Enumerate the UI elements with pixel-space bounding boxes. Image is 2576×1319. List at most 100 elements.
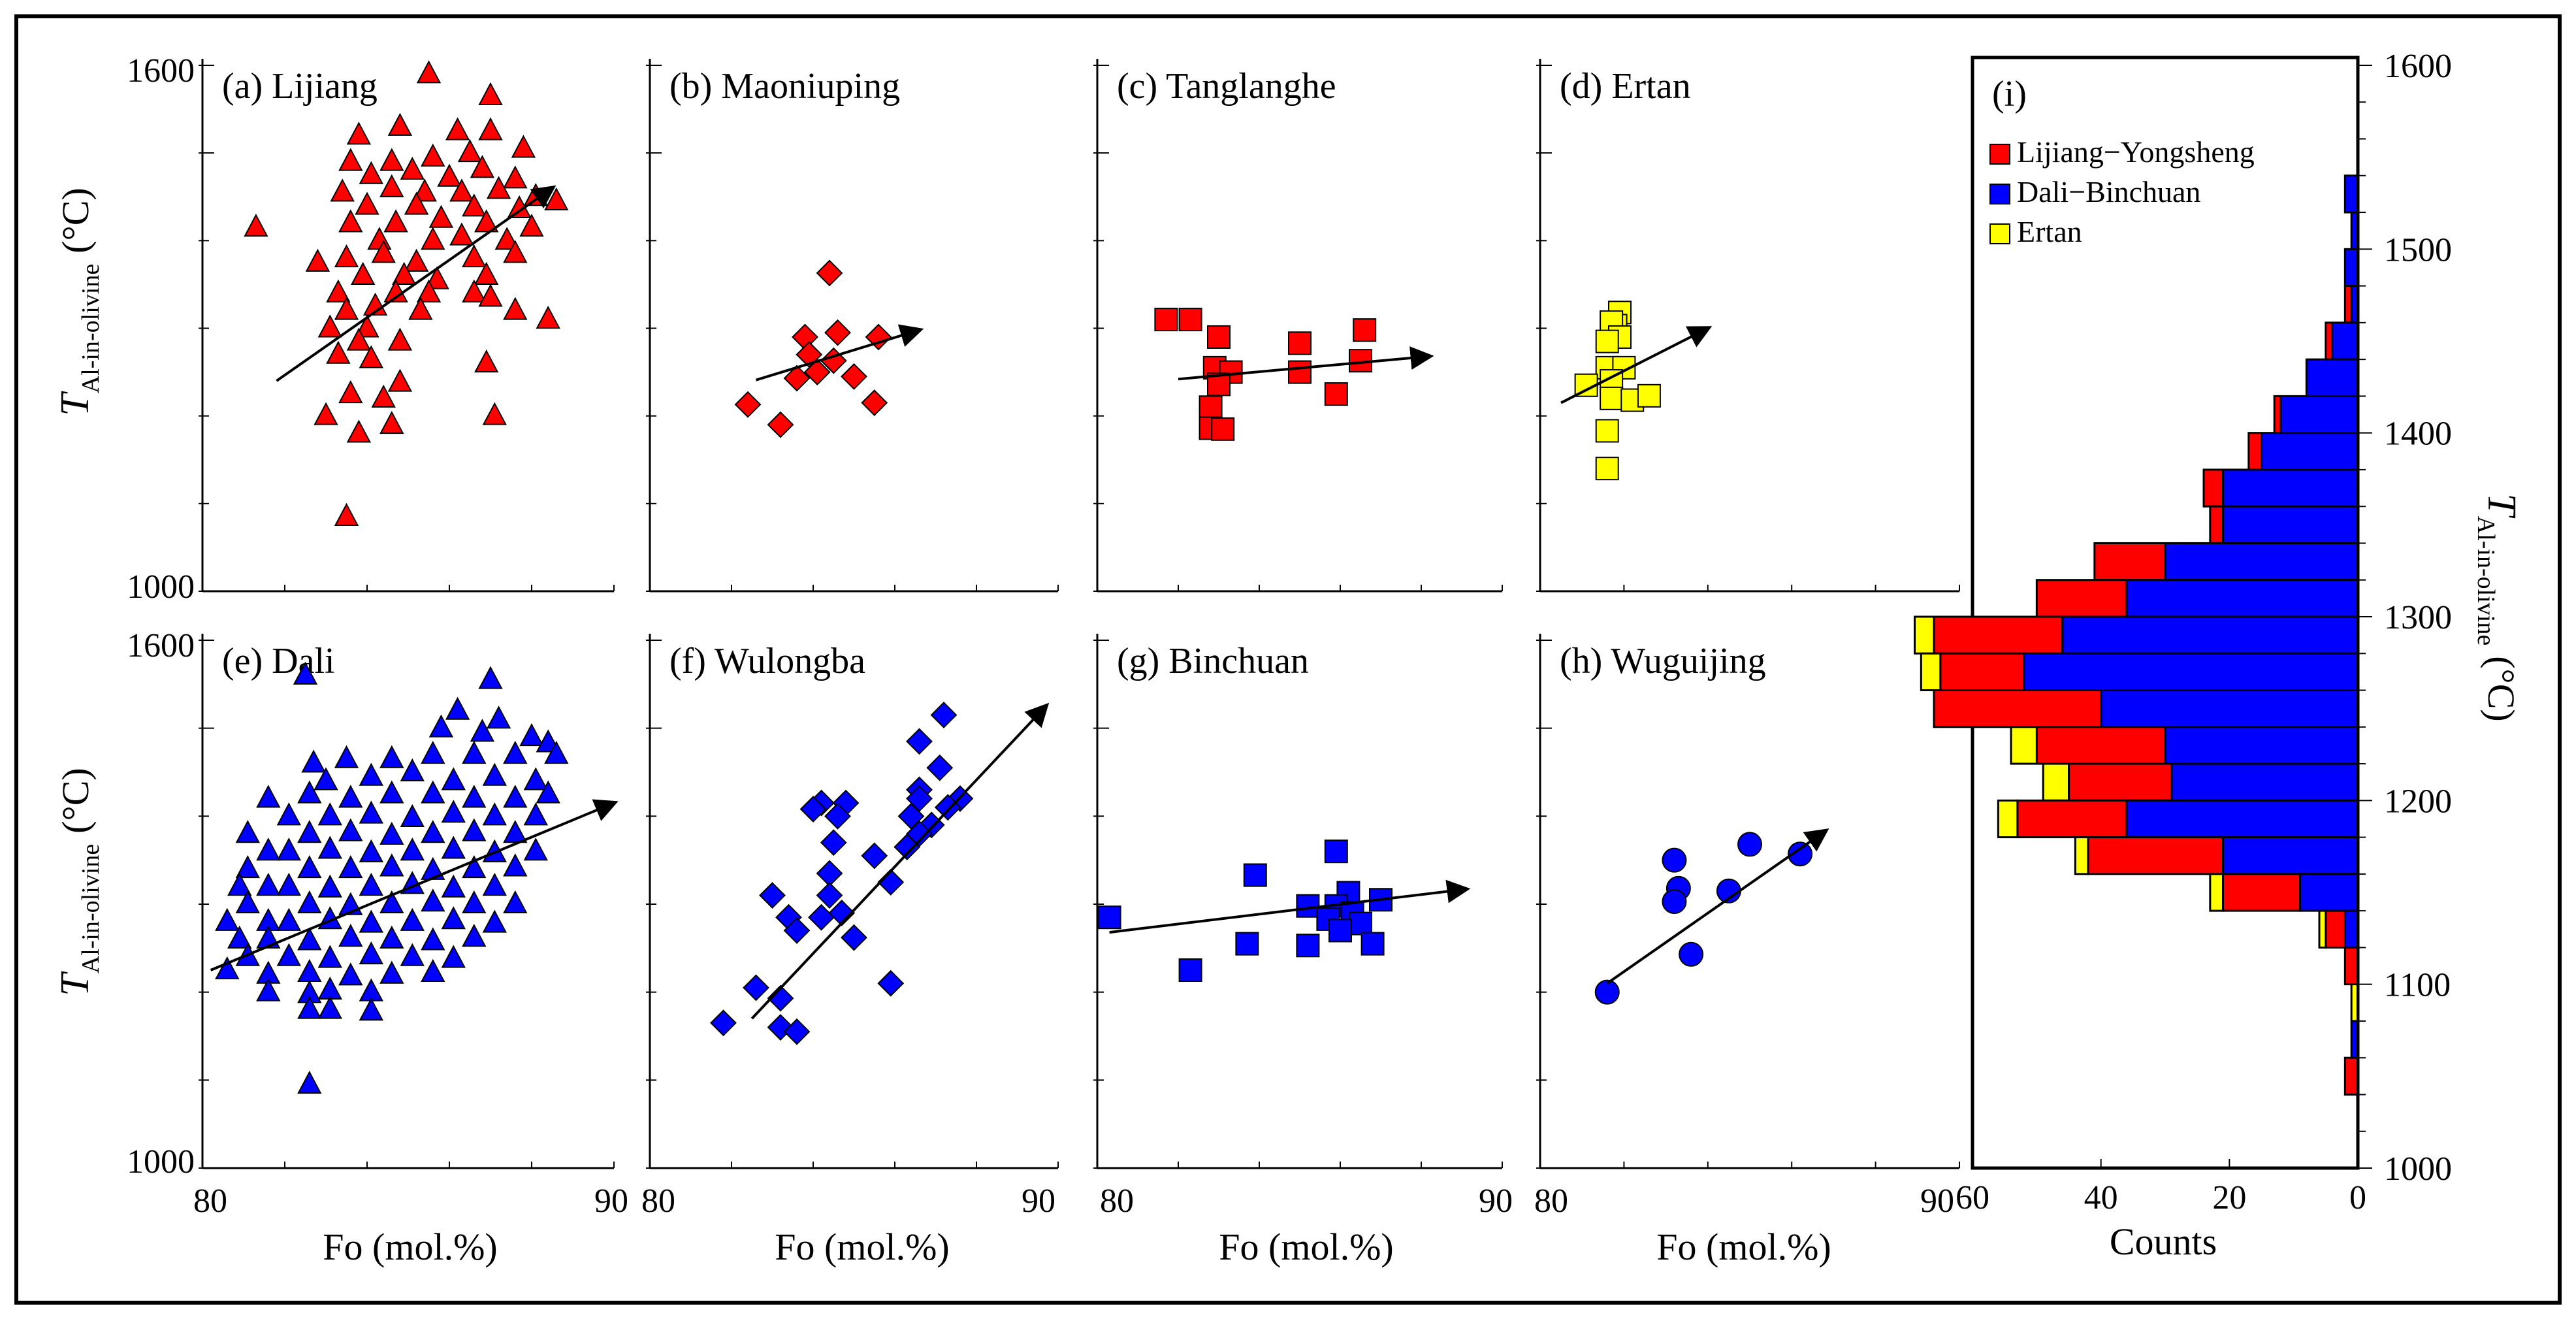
- data-point: [861, 842, 888, 870]
- histogram-title: (i): [1992, 74, 2027, 114]
- panel-title: (c) Tanglanghe: [1117, 66, 1336, 106]
- data-point: [293, 661, 318, 685]
- data-point: [359, 909, 383, 933]
- data-point: [359, 161, 383, 184]
- panel-f-wulongba: (f) Wulongba: [646, 634, 1059, 1169]
- histogram-bar: [2261, 432, 2359, 471]
- data-point: [421, 927, 445, 951]
- data-point: [428, 204, 454, 228]
- legend-label-lijiang: Lijiang−Yongsheng: [2017, 135, 2255, 169]
- data-point: [820, 829, 847, 856]
- data-point: [441, 945, 466, 968]
- histogram-y-tick-label: 1200: [2384, 783, 2452, 820]
- data-point: [276, 872, 301, 896]
- data-point: [930, 702, 958, 728]
- data-point: [1207, 325, 1231, 349]
- histogram-bar: [2343, 248, 2359, 287]
- histogram-bar: [2035, 726, 2166, 765]
- y-label-sub: Al-in-olivine: [77, 844, 105, 973]
- panel-i-histogram: (i) Lijiang−Yongsheng Dali−Binchuan Erta…: [1914, 48, 2524, 1263]
- data-point: [256, 978, 281, 1001]
- data-point: [503, 297, 528, 320]
- data-point: [338, 924, 363, 947]
- data-point: [536, 305, 560, 329]
- y-axis-label-bottom: TAl-in-olivine (°C): [53, 768, 105, 996]
- data-point: [256, 838, 281, 861]
- data-point: [486, 176, 511, 199]
- data-point: [494, 227, 519, 250]
- data-point: [317, 836, 342, 859]
- histogram-bar: [2247, 432, 2262, 471]
- data-point: [297, 820, 322, 843]
- histogram-y-tick-label: 1600: [2384, 48, 2452, 85]
- data-point: [392, 261, 417, 285]
- data-point: [519, 723, 544, 747]
- histogram-bar: [2343, 946, 2359, 986]
- data-point: [371, 240, 396, 263]
- histogram-bar: [2325, 321, 2334, 361]
- data-point: [235, 855, 260, 879]
- svg-text:TAl-in-olivine(°C): TAl-in-olivine (°C): [2472, 493, 2524, 721]
- data-point: [1600, 386, 1624, 410]
- data-point: [1178, 308, 1202, 332]
- data-point: [244, 214, 268, 237]
- svg-text:TAl-in-olivine(°C): TAl-in-olivine (°C): [53, 187, 105, 415]
- data-point: [425, 266, 449, 289]
- data-point: [421, 820, 445, 843]
- histogram-bar: [1933, 689, 2102, 728]
- data-point: [1324, 382, 1348, 406]
- data-point: [759, 882, 786, 909]
- data-point: [428, 714, 454, 738]
- data-point: [783, 1018, 811, 1045]
- data-point: [317, 874, 342, 898]
- data-point: [482, 402, 507, 425]
- data-point: [338, 855, 363, 879]
- data-point: [297, 927, 322, 951]
- trend-arrow: [750, 702, 1050, 1020]
- data-point: [362, 292, 388, 316]
- data-point: [400, 907, 425, 931]
- data-point: [462, 924, 487, 947]
- data-point: [1243, 863, 1267, 887]
- data-point: [359, 941, 383, 965]
- data-point: [799, 796, 827, 822]
- data-point: [351, 261, 376, 285]
- data-point: [1353, 318, 1377, 342]
- svg-text:TAl-in-olivine(°C): TAl-in-olivine (°C): [53, 768, 105, 996]
- data-point: [1211, 417, 1235, 441]
- data-point: [437, 163, 462, 187]
- histogram-bar: [2100, 689, 2359, 728]
- data-point: [734, 391, 762, 418]
- histogram-ticks: 1000 1100 1200 1300 1400 1500 1600 60 40 20 0: [1956, 48, 2452, 1216]
- data-point: [317, 945, 342, 968]
- xlabel-g: Fo (mol.%): [1219, 1226, 1393, 1268]
- data-point: [441, 800, 466, 823]
- histogram-bar: [2318, 909, 2327, 949]
- histogram-bar: [2325, 909, 2346, 949]
- data-point: [824, 802, 851, 830]
- data-point: [383, 279, 408, 302]
- xtick-90-h: 90: [1920, 1182, 1954, 1220]
- data-point: [803, 359, 831, 385]
- data-point: [1595, 419, 1619, 443]
- legend-swatch-ertan: [1989, 223, 2010, 244]
- data-point: [314, 402, 338, 425]
- data-point: [297, 996, 322, 1019]
- data-point: [346, 122, 372, 145]
- histogram-bar: [2299, 873, 2359, 912]
- panel-d-ertan: (d) Ertan: [1536, 59, 1960, 593]
- histogram-y-tick-label: 1000: [2384, 1150, 2452, 1188]
- histogram-y-tick-label: 1500: [2384, 231, 2452, 269]
- data-point: [462, 785, 487, 808]
- histogram-x-tick-label: 40: [2084, 1179, 2118, 1216]
- panel-e-dali: (e) Dali: [199, 634, 619, 1169]
- ytick-1000-bottom: 1000: [127, 1143, 195, 1181]
- data-point: [816, 882, 843, 909]
- panel-c-tanglanghe: (c) Tanglanghe: [1093, 59, 1503, 593]
- histogram-bar: [2010, 726, 2038, 765]
- data-point: [523, 767, 548, 790]
- data-point: [462, 244, 487, 268]
- data-point: [503, 853, 528, 877]
- xlabel-h: Fo (mol.%): [1656, 1226, 1831, 1268]
